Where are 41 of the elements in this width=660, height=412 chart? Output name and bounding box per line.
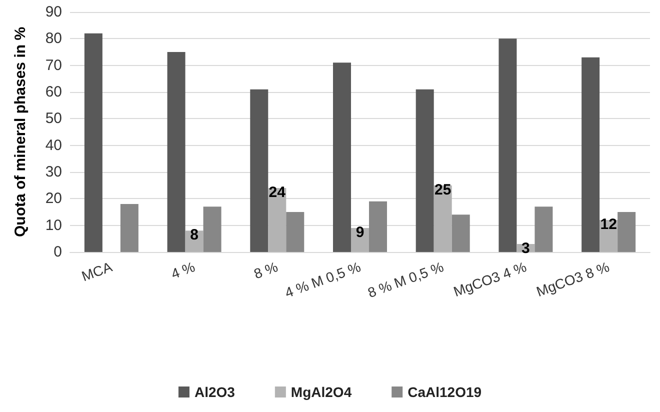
legend-label: CaAl12O19 xyxy=(408,384,482,400)
bar xyxy=(84,33,102,252)
x-tick-label: 8 % M 0,5 % xyxy=(366,258,446,301)
y-tick-label: 80 xyxy=(45,30,62,48)
y-tick-label: 50 xyxy=(45,110,62,128)
bar xyxy=(534,206,553,252)
y-tick-label: 0 xyxy=(54,244,62,260)
bar xyxy=(582,57,600,252)
data-label: 3 xyxy=(522,240,530,257)
y-tick-label: 10 xyxy=(45,216,62,234)
y-axis-title: Quota of mineral phases in % xyxy=(12,26,29,238)
y-tick-label: 70 xyxy=(45,56,62,74)
y-tick-label: 20 xyxy=(45,190,62,208)
bar xyxy=(167,52,186,252)
y-tick-label: 40 xyxy=(45,136,62,154)
y-tick-label: 90 xyxy=(45,4,62,20)
bar xyxy=(618,212,636,252)
x-tick-label: MCA xyxy=(79,258,115,284)
x-tick-label: 8 % xyxy=(252,258,280,282)
bar xyxy=(452,214,470,252)
y-tick-label: 30 xyxy=(45,164,62,180)
bar xyxy=(203,206,222,252)
x-tick-label: 4 % M 0,5 % xyxy=(282,258,363,301)
bar xyxy=(268,188,286,252)
bar xyxy=(333,62,351,252)
legend-label: MgAl2O4 xyxy=(290,384,352,400)
data-label: 9 xyxy=(356,224,364,241)
bar xyxy=(120,204,138,252)
bar xyxy=(416,89,434,252)
bar xyxy=(286,212,304,252)
bar xyxy=(498,38,517,252)
x-tick-label: 4 % xyxy=(168,258,198,282)
legend-label: Al2O3 xyxy=(194,384,236,400)
data-label: 25 xyxy=(434,181,452,198)
data-label: 12 xyxy=(600,216,617,233)
bar xyxy=(434,185,452,252)
data-label: 24 xyxy=(268,184,286,201)
y-tick-label: 60 xyxy=(45,84,62,100)
bar xyxy=(369,201,387,252)
data-label: 8 xyxy=(190,226,198,244)
bar xyxy=(250,89,268,252)
